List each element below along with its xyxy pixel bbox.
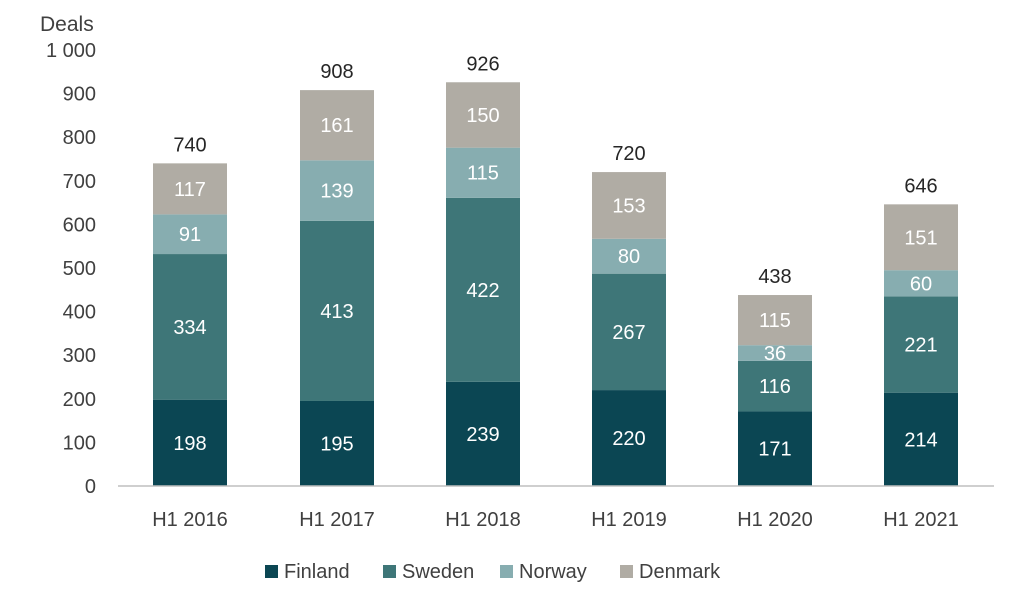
data-label: 413 [320, 301, 353, 323]
data-label: 115 [467, 163, 499, 185]
bar-segment-denmark [884, 204, 958, 271]
data-label: 422 [466, 280, 499, 302]
legend-swatch-norway [500, 565, 513, 578]
data-label: 221 [904, 335, 937, 357]
data-label: 171 [758, 439, 791, 461]
data-label: 220 [612, 428, 645, 450]
y-axis-title: Deals [40, 13, 94, 36]
y-tick-label: 0 [85, 476, 96, 498]
data-label: 139 [320, 181, 353, 203]
y-tick-label: 800 [63, 127, 96, 149]
bar-segment-sweden [738, 360, 812, 412]
data-label: 151 [904, 227, 937, 249]
data-label: 117 [174, 179, 206, 201]
data-label: 161 [320, 115, 353, 137]
data-label: 198 [173, 433, 206, 455]
data-label: 334 [173, 317, 206, 339]
data-label: 153 [612, 195, 645, 217]
bar-segment-finland [592, 390, 666, 486]
x-tick-label: H1 2017 [299, 509, 375, 531]
legend-swatch-denmark [620, 565, 633, 578]
y-axis-ticks: 0 100 200 300 400 500 600 700 800 900 1 000 [46, 40, 96, 498]
total-label: 926 [466, 53, 499, 75]
y-tick-label: 600 [63, 214, 96, 236]
bar-segment-finland [738, 411, 812, 486]
x-tick-label: H1 2020 [737, 509, 813, 531]
legend-swatch-sweden [383, 565, 396, 578]
legend-label-norway: Norway [519, 561, 587, 583]
y-tick-label: 500 [63, 258, 96, 280]
bar-segment-norway [446, 147, 520, 198]
total-label: 740 [173, 134, 206, 156]
y-tick-label: 900 [63, 84, 96, 106]
y-tick-label: 200 [63, 389, 96, 411]
bar-segment-denmark [592, 172, 666, 239]
data-label: 60 [910, 273, 932, 295]
data-label: 195 [320, 433, 353, 455]
bar-segment-sweden [446, 197, 520, 382]
y-tick-label: 300 [63, 345, 96, 367]
legend-label-finland: Finland [284, 561, 350, 583]
data-label: 267 [612, 322, 645, 344]
total-label: 720 [612, 143, 645, 165]
data-label: 36 [764, 343, 786, 365]
bar-segment-sweden [884, 296, 958, 393]
bar-segment-denmark [153, 163, 227, 215]
bar-segment-finland [446, 381, 520, 486]
bar-segment-sweden [300, 220, 374, 401]
total-label: 438 [758, 266, 791, 288]
data-label: 214 [904, 429, 937, 451]
x-axis-labels: H1 2016 H1 2017 H1 2018 H1 2019 H1 2020 H1 20… [152, 509, 959, 531]
y-tick-label: 1 000 [46, 40, 96, 62]
bar-segment-norway [884, 270, 958, 297]
total-label: 908 [320, 61, 353, 83]
x-tick-label: H1 2018 [445, 509, 521, 531]
legend-swatch-finland [265, 565, 278, 578]
bar-segment-finland [884, 392, 958, 486]
data-label: 91 [179, 224, 201, 246]
bar-segment-denmark [446, 82, 520, 148]
bar-segment-sweden [592, 273, 666, 391]
total-label: 646 [904, 175, 937, 197]
x-tick-label: H1 2021 [883, 509, 959, 531]
legend: Finland Sweden Norway Denmark [265, 561, 721, 583]
bar-segment-norway [300, 160, 374, 221]
bar-segment-denmark [300, 90, 374, 161]
legend-label-sweden: Sweden [402, 561, 474, 583]
bar-segment-norway [738, 345, 812, 361]
y-tick-label: 700 [63, 171, 96, 193]
data-label: 116 [759, 376, 791, 398]
bar-segment-finland [300, 400, 374, 486]
x-tick-label: H1 2016 [152, 509, 228, 531]
x-tick-label: H1 2019 [591, 509, 667, 531]
y-tick-label: 400 [63, 302, 96, 324]
data-label: 115 [759, 310, 791, 332]
bar-segment-norway [153, 214, 227, 255]
data-label: 239 [466, 424, 499, 446]
bar-segment-sweden [153, 254, 227, 400]
data-label: 150 [466, 105, 499, 127]
bar-segment-finland [153, 399, 227, 486]
bar-segment-denmark [738, 295, 812, 346]
legend-label-denmark: Denmark [639, 561, 721, 583]
bars: 198 334 91 117 740 195 413 139 161 908 239 422 115 15… [153, 53, 958, 486]
y-tick-label: 100 [63, 432, 96, 454]
data-label: 80 [618, 246, 640, 268]
bar-segment-norway [592, 238, 666, 274]
